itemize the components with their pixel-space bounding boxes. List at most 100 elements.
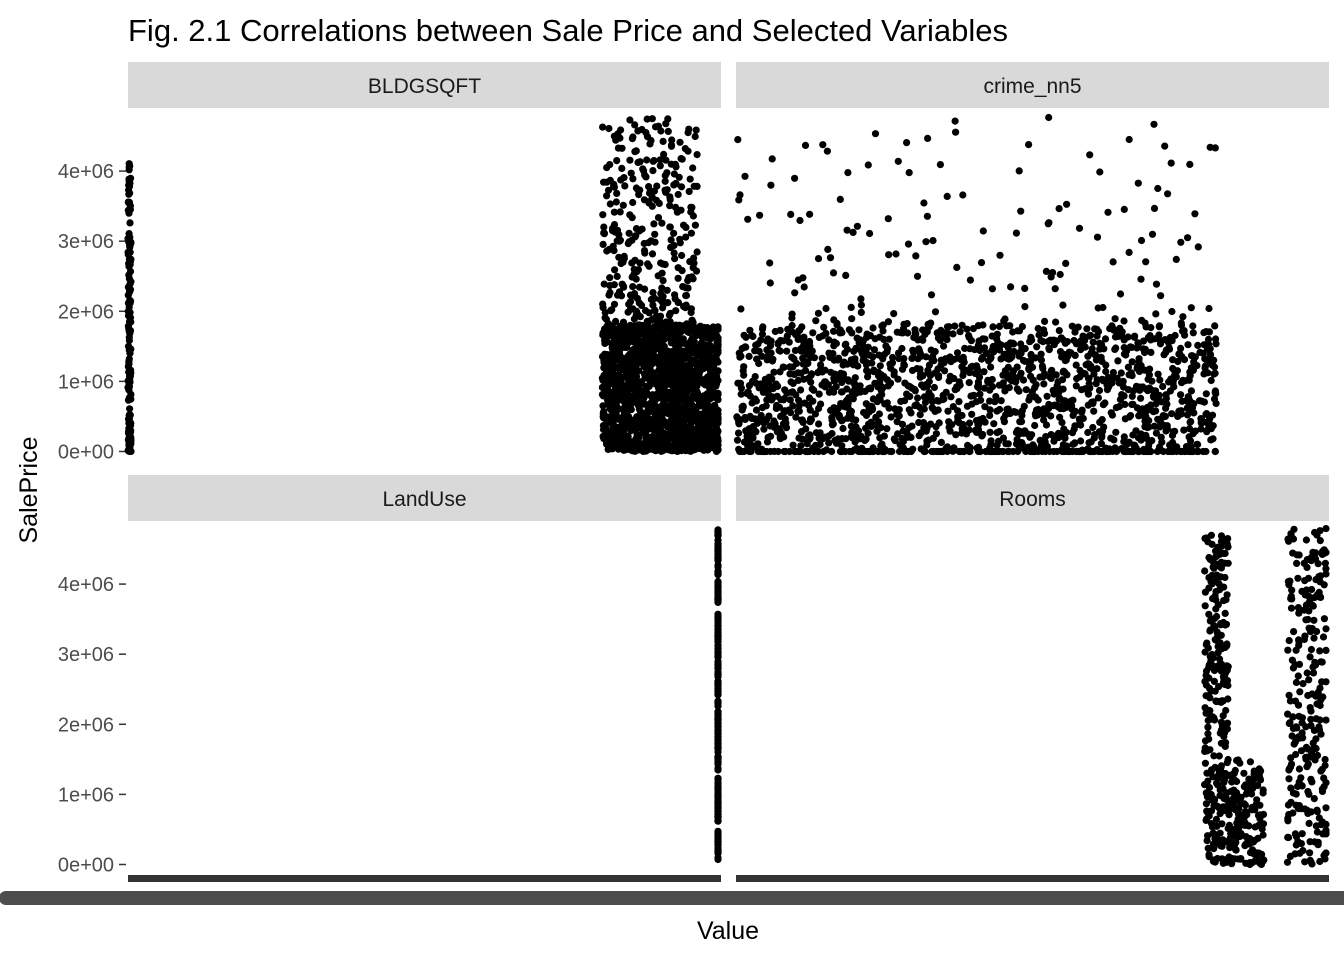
data-point bbox=[895, 406, 903, 414]
data-point bbox=[1207, 425, 1215, 433]
data-point bbox=[940, 342, 948, 350]
data-point bbox=[600, 411, 609, 419]
data-point bbox=[627, 427, 635, 435]
y-tick-label: 2e+06 bbox=[58, 301, 114, 323]
data-point bbox=[828, 413, 836, 422]
data-point bbox=[1232, 804, 1240, 812]
data-point bbox=[776, 435, 785, 443]
data-point bbox=[657, 447, 665, 455]
data-point bbox=[777, 396, 785, 404]
data-point bbox=[649, 157, 657, 165]
data-point bbox=[826, 353, 834, 361]
data-point bbox=[632, 446, 640, 455]
data-point bbox=[628, 359, 636, 367]
data-point bbox=[915, 418, 923, 427]
data-point bbox=[976, 390, 984, 398]
data-point bbox=[1047, 273, 1055, 281]
data-point bbox=[1210, 395, 1219, 403]
data-point bbox=[1071, 439, 1079, 447]
data-point bbox=[955, 447, 963, 456]
points-BLDGSQFT bbox=[124, 115, 722, 456]
data-point bbox=[1052, 318, 1060, 326]
data-point bbox=[1145, 371, 1153, 379]
data-point bbox=[127, 174, 135, 182]
points-crime_nn5 bbox=[733, 113, 1220, 456]
data-point bbox=[604, 366, 612, 375]
data-point bbox=[668, 368, 676, 376]
data-point bbox=[884, 215, 892, 223]
data-point bbox=[1134, 447, 1142, 456]
data-point bbox=[806, 210, 814, 218]
data-point bbox=[125, 355, 133, 363]
data-point bbox=[1203, 534, 1211, 542]
data-point bbox=[878, 440, 886, 448]
data-point bbox=[676, 239, 684, 247]
data-point bbox=[841, 341, 849, 349]
data-point bbox=[632, 184, 641, 192]
data-point bbox=[1307, 553, 1316, 561]
data-point bbox=[1029, 441, 1037, 449]
data-point bbox=[1304, 760, 1312, 768]
data-point bbox=[1111, 315, 1119, 323]
data-point bbox=[604, 186, 613, 194]
data-point bbox=[767, 181, 775, 189]
data-point bbox=[631, 385, 639, 393]
data-point bbox=[1310, 634, 1318, 642]
data-point bbox=[1219, 618, 1227, 627]
data-point bbox=[993, 330, 1001, 338]
data-point bbox=[659, 277, 667, 285]
data-point bbox=[617, 363, 625, 371]
data-point bbox=[1157, 433, 1165, 441]
data-point bbox=[623, 443, 631, 451]
data-point bbox=[1189, 322, 1197, 330]
data-point bbox=[688, 316, 696, 324]
data-point bbox=[609, 224, 617, 232]
data-point bbox=[1319, 633, 1328, 641]
data-point bbox=[127, 435, 135, 443]
data-point bbox=[1018, 440, 1026, 448]
data-point bbox=[1063, 338, 1071, 346]
data-point bbox=[677, 206, 685, 214]
data-point bbox=[1186, 437, 1195, 445]
data-point bbox=[1322, 830, 1330, 838]
data-point bbox=[1292, 646, 1300, 654]
data-point bbox=[639, 355, 647, 363]
data-point bbox=[1002, 440, 1010, 448]
data-point bbox=[680, 376, 689, 384]
data-point bbox=[799, 354, 807, 362]
data-point bbox=[599, 240, 607, 248]
data-point bbox=[689, 357, 697, 365]
data-point bbox=[1305, 819, 1313, 828]
data-point bbox=[667, 447, 675, 455]
data-point bbox=[933, 329, 941, 337]
data-point bbox=[692, 267, 701, 275]
data-point bbox=[1219, 549, 1227, 558]
data-point bbox=[1093, 332, 1101, 340]
data-point bbox=[1013, 385, 1021, 393]
data-point bbox=[1292, 678, 1300, 687]
data-point bbox=[683, 440, 691, 448]
data-point bbox=[870, 346, 879, 354]
data-point bbox=[682, 233, 690, 241]
data-point bbox=[1226, 805, 1234, 813]
data-point bbox=[1017, 369, 1025, 377]
data-point bbox=[876, 362, 884, 370]
data-point bbox=[619, 318, 628, 326]
data-point bbox=[749, 332, 757, 340]
data-point bbox=[800, 338, 808, 346]
data-point bbox=[1320, 852, 1328, 860]
data-point bbox=[1304, 574, 1313, 582]
data-point bbox=[1228, 854, 1236, 863]
data-point bbox=[1220, 583, 1228, 591]
data-point bbox=[1200, 398, 1208, 406]
data-point bbox=[1320, 615, 1328, 623]
data-point bbox=[1013, 435, 1021, 444]
data-point bbox=[612, 198, 620, 206]
data-point bbox=[1152, 310, 1160, 318]
data-point bbox=[916, 350, 925, 358]
data-point bbox=[1240, 783, 1248, 791]
data-point bbox=[606, 200, 614, 208]
data-point bbox=[1212, 588, 1220, 596]
data-point bbox=[1053, 337, 1061, 345]
